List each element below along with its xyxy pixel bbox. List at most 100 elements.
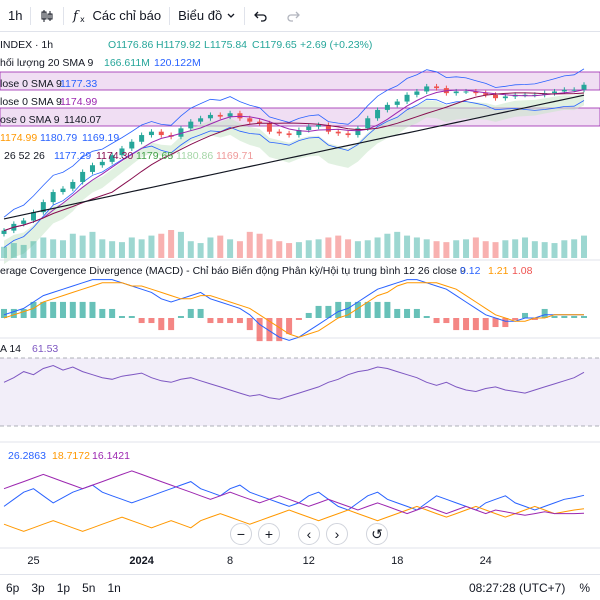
volume-bar (315, 239, 322, 258)
volume-bar (256, 233, 263, 258)
volume-legend-v1: 166.611M (104, 57, 150, 69)
percent-toggle[interactable]: % (579, 580, 590, 595)
macd-hist-bar (187, 308, 194, 318)
macd-hist-bar (40, 301, 47, 318)
undo-icon (254, 11, 267, 22)
range-1n[interactable]: 1n (107, 580, 121, 595)
volume-bar (227, 239, 234, 258)
range-1p[interactable]: 1p (56, 580, 71, 595)
macd-hist-bar (374, 301, 381, 318)
volume-bar (541, 242, 548, 258)
candle-body (40, 202, 46, 213)
macd-hist-bar (541, 308, 548, 318)
macd-hist-bar (512, 318, 519, 320)
candle-body (394, 101, 400, 105)
macd-hist-bar (207, 318, 214, 324)
volume-legend-label: hối lượng 20 SMA 9 (0, 57, 93, 69)
candle-body (316, 124, 322, 127)
volume-bar (443, 242, 450, 258)
sma3-legend-value: 1140.07 (64, 114, 101, 126)
macd-hist-bar (394, 308, 401, 318)
candle-body (237, 113, 243, 119)
indicators-button[interactable]: f x Các chỉ báo (64, 0, 169, 32)
ohlc-high: H1179.92 (156, 39, 201, 51)
candle-type-button[interactable] (31, 0, 63, 32)
macd-hist-bar (148, 318, 155, 324)
volume-bar (99, 239, 106, 258)
bottom-bar: 6p 3p 1p 5n 1n 08:27:28 (UTC+7) % (0, 574, 600, 600)
sma3-legend-label: ose 0 SMA 9 (0, 114, 60, 126)
undo-button[interactable] (245, 0, 277, 32)
range-6p[interactable]: 6p (6, 580, 20, 595)
dmi-legend-v2: 18.7172 (52, 450, 90, 462)
candle-body (109, 155, 115, 162)
bb-legend-v2: 1180.79 (40, 132, 77, 144)
volume-bar (118, 242, 125, 258)
toolbar-divider (63, 6, 65, 25)
candle-body (483, 93, 489, 95)
macd-hist-bar (138, 318, 145, 324)
volume-bar (59, 240, 66, 258)
volume-bar (502, 240, 509, 258)
macd-hist-bar (404, 308, 411, 318)
chevron-down-icon (227, 13, 235, 18)
function-icon: f x (72, 9, 85, 24)
chart-canvas[interactable]: INDEX · 1h O1176.86 H1179.92 L1175.84 C1… (0, 32, 600, 574)
candle-body (414, 91, 420, 95)
candle-body (148, 131, 154, 136)
macd-line (3, 279, 584, 341)
volume-bar (138, 239, 145, 258)
candle-body (384, 104, 390, 110)
volume-bar (79, 235, 86, 258)
macd-hist-bar (10, 308, 17, 318)
volume-bar (571, 239, 578, 258)
macd-hist-bar (246, 318, 253, 331)
macd-hist-bar (364, 301, 371, 318)
macd-hist-bar (217, 318, 224, 324)
macd-hist-bar (295, 318, 302, 320)
reset-icon: ↺ (371, 525, 383, 542)
ichimoku-legend-v3: 1179.65 (136, 150, 173, 162)
candle-body (198, 118, 204, 122)
range-5n[interactable]: 5n (82, 580, 96, 595)
candle-body (502, 96, 508, 99)
volume-bar (236, 241, 243, 258)
candle-body (404, 94, 410, 102)
volume-bar (20, 244, 27, 258)
scroll-right-button[interactable]: › (326, 523, 348, 545)
macd-hist-bar (561, 316, 568, 318)
indicators-label: Các chỉ báo (92, 8, 162, 23)
x-tick-label: 2024 (129, 555, 154, 567)
candle-body (375, 109, 381, 119)
candle-body (581, 84, 587, 90)
ichimoku-legend-v5: 1169.71 (216, 150, 253, 162)
zoom-out-button[interactable]: − (230, 523, 252, 545)
macd-hist-bar (492, 318, 499, 328)
macd-hist-bar (472, 318, 479, 331)
candle-body (493, 94, 499, 99)
range-3p[interactable]: 3p (31, 580, 45, 595)
macd-hist-bar (551, 316, 558, 318)
macd-hist-bar (305, 312, 312, 318)
svg-text:x: x (80, 15, 85, 24)
scroll-left-button[interactable]: ‹ (298, 523, 320, 545)
zoom-in-button[interactable]: + (258, 523, 280, 545)
volume-bar (345, 239, 352, 258)
volume-bar (197, 243, 204, 258)
ichimoku-legend-label: 26 52 26 (4, 150, 45, 162)
volume-bar (325, 237, 332, 258)
candle-body (355, 128, 361, 136)
bb-upper-line (3, 68, 585, 218)
plus-icon: + (264, 526, 274, 542)
macd-hist-bar (325, 305, 332, 318)
interval-selector[interactable]: 1h (0, 0, 30, 32)
macd-legend-v1: 0.12 (460, 265, 481, 277)
volume-bar (423, 239, 430, 258)
volume-bar (69, 233, 76, 258)
volume-bar (522, 237, 529, 258)
chart-layout-button[interactable]: Biểu đồ (170, 0, 244, 32)
redo-button[interactable] (277, 0, 309, 32)
reset-chart-button[interactable]: ↺ (366, 523, 388, 545)
macd-hist-bar (69, 301, 76, 318)
ohlc-change: +2.69 (+0.23%) (300, 39, 372, 51)
